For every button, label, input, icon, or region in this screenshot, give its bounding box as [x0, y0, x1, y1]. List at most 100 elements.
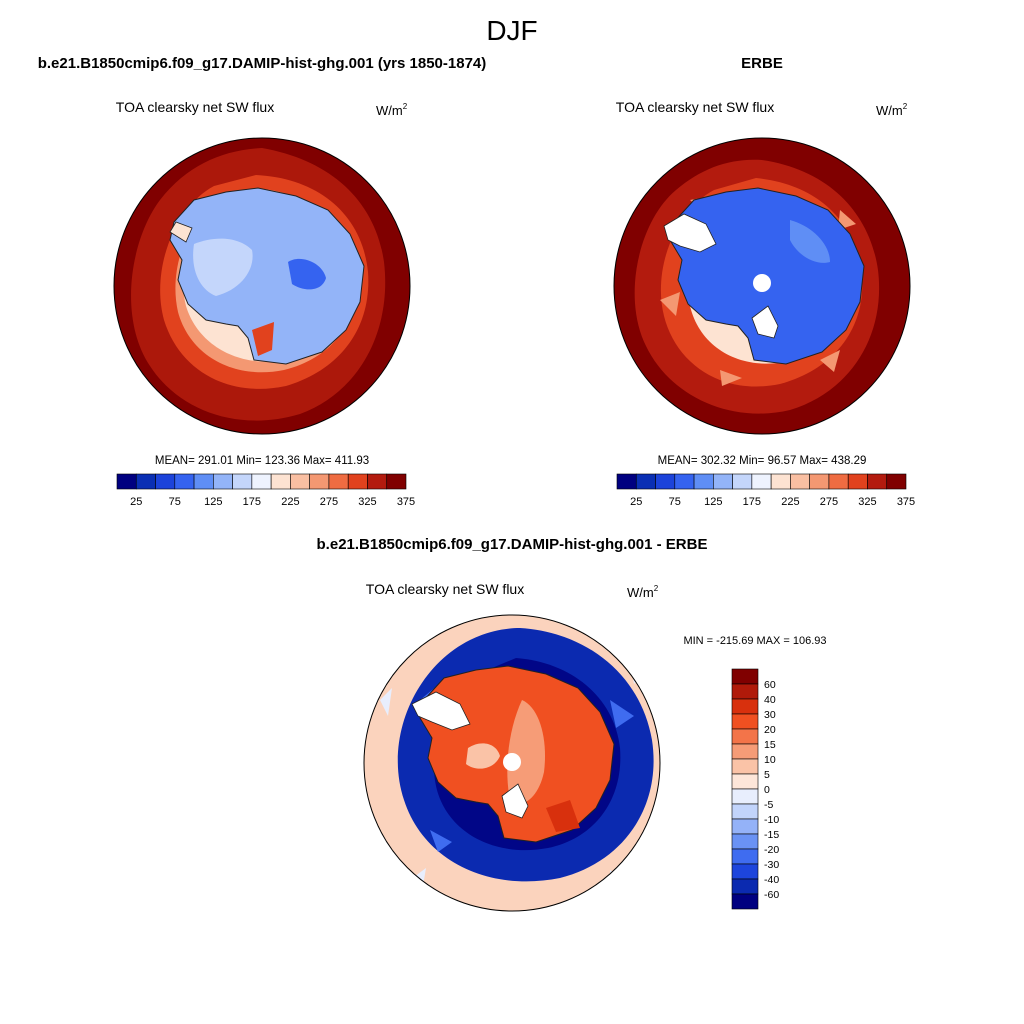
model-colorbar-box — [193, 473, 214, 490]
model-colorbar-box — [232, 473, 253, 490]
diff-colorbar-box — [731, 833, 759, 850]
obs-colorbar-box — [751, 473, 772, 490]
model-colorbar-label: 375 — [397, 496, 415, 508]
diff-colorbar-box — [731, 863, 759, 880]
diff-colorbar-label: 0 — [764, 784, 770, 796]
obs-colorbar-label: 375 — [897, 496, 915, 508]
model-colorbar-box — [174, 473, 195, 490]
obs-colorbar-box — [828, 473, 849, 490]
diff-colorbar-label: 60 — [764, 679, 776, 691]
diff-colorbar-label: -10 — [764, 814, 779, 826]
model-colorbar-label: 325 — [358, 496, 376, 508]
season-title: DJF — [486, 15, 537, 46]
model-colorbar-box — [309, 473, 330, 490]
diff-colorbar-label: 15 — [764, 739, 776, 751]
diff-stats: MIN = -215.69 MAX = 106.93 — [683, 635, 826, 647]
diff-colorbar-box — [731, 893, 759, 910]
obs-colorbar-label: 275 — [820, 496, 838, 508]
obs-colorbar-label: 225 — [781, 496, 799, 508]
model-colorbar-box — [135, 473, 156, 490]
diff-colorbar-label: 40 — [764, 694, 776, 706]
diff-panel-title: b.e21.B1850cmip6.f09_g17.DAMIP-hist-ghg.… — [317, 536, 708, 553]
diff-map — [364, 615, 660, 911]
obs-colorbar-label: 125 — [704, 496, 722, 508]
obs-colorbar-box — [635, 473, 656, 490]
model-colorbar-box — [270, 473, 291, 490]
obs-colorbar-box — [616, 473, 637, 490]
model-colorbar: 25 75 125 175 225 275 325 375 — [116, 473, 415, 508]
diff-colorbar-box — [731, 788, 759, 805]
diff-colorbar-box — [731, 698, 759, 715]
model-colorbar-label: 225 — [281, 496, 299, 508]
diff-variable-label: TOA clearsky net SW flux — [366, 581, 524, 597]
model-colorbar-label: 125 — [204, 496, 222, 508]
model-units-label: W/m2 — [376, 102, 408, 118]
obs-map — [614, 138, 910, 434]
diff-colorbar: 60 40 30 20 15 10 5 0 -5 -10 -15 -20 -30 -40 -60 — [731, 668, 779, 910]
model-stats: MEAN= 291.01 Min= 123.36 Max= 411.93 — [155, 455, 369, 467]
model-colorbar-box — [290, 473, 310, 490]
model-colorbar-box — [251, 473, 272, 490]
obs-colorbar-box — [809, 473, 830, 490]
model-colorbar-box — [386, 473, 407, 490]
obs-stats: MEAN= 302.32 Min= 96.57 Max= 438.29 — [658, 455, 867, 467]
obs-colorbar: 25 75 125 175 225 275 325 375 — [616, 473, 915, 508]
obs-variable-label: TOA clearsky net SW flux — [616, 99, 774, 115]
obs-colorbar-box — [790, 473, 810, 490]
diff-colorbar-box — [731, 848, 759, 865]
diff-colorbar-box — [731, 803, 759, 820]
diff-colorbar-label: 20 — [764, 724, 776, 736]
model-colorbar-box — [347, 473, 368, 490]
diff-colorbar-box — [731, 818, 759, 835]
diff-colorbar-box — [731, 743, 759, 760]
model-variable-label: TOA clearsky net SW flux — [116, 99, 274, 115]
obs-colorbar-label: 75 — [669, 496, 681, 508]
obs-units-label: W/m2 — [876, 102, 908, 118]
model-colorbar-label: 275 — [320, 496, 338, 508]
diff-colorbar-label: 5 — [764, 769, 770, 781]
diff-colorbar-label: 10 — [764, 754, 776, 766]
model-colorbar-box — [328, 473, 349, 490]
model-colorbar-box — [367, 473, 388, 490]
model-colorbar-box — [155, 473, 176, 490]
obs-panel: TOA clearsky net SW flux W/m2 MEAN= 302.… — [613, 99, 915, 508]
obs-colorbar-label: 25 — [630, 496, 642, 508]
obs-colorbar-box — [732, 473, 753, 490]
diff-colorbar-label: 30 — [764, 709, 776, 721]
obs-colorbar-box — [674, 473, 695, 490]
obs-colorbar-box — [693, 473, 714, 490]
diff-colorbar-box — [731, 713, 759, 730]
obs-colorbar-box — [713, 473, 733, 490]
obs-colorbar-box — [770, 473, 791, 490]
model-panel: TOA clearsky net SW flux W/m2 MEAN= 291.… — [113, 99, 415, 508]
diff-colorbar-box — [731, 773, 759, 790]
model-map — [114, 138, 410, 434]
model-colorbar-label: 25 — [130, 496, 142, 508]
diff-colorbar-label: -40 — [764, 874, 779, 886]
diff-colorbar-label: -20 — [764, 844, 779, 856]
diff-colorbar-label: -60 — [764, 889, 779, 901]
obs-panel-title: ERBE — [741, 55, 783, 72]
diff-colorbar-label: -15 — [764, 829, 779, 841]
obs-colorbar-box — [847, 473, 868, 490]
diff-colorbar-box — [731, 728, 759, 745]
diff-colorbar-box — [731, 683, 759, 700]
diff-units-label: W/m2 — [627, 584, 659, 600]
diff-colorbar-label: -30 — [764, 859, 779, 871]
model-panel-title: b.e21.B1850cmip6.f09_g17.DAMIP-hist-ghg.… — [38, 55, 487, 72]
obs-colorbar-box — [655, 473, 676, 490]
diff-panel: b.e21.B1850cmip6.f09_g17.DAMIP-hist-ghg.… — [317, 536, 827, 912]
diff-colorbar-box — [731, 668, 759, 685]
model-colorbar-box — [116, 473, 137, 490]
obs-colorbar-box — [886, 473, 907, 490]
diff-colorbar-label: -5 — [764, 799, 773, 811]
obs-colorbar-label: 175 — [743, 496, 761, 508]
model-colorbar-box — [213, 473, 233, 490]
model-colorbar-label: 175 — [243, 496, 261, 508]
diff-colorbar-box — [731, 758, 759, 775]
obs-colorbar-label: 325 — [858, 496, 876, 508]
obs-colorbar-box — [867, 473, 888, 490]
model-colorbar-label: 75 — [169, 496, 181, 508]
diff-colorbar-box — [731, 878, 759, 895]
